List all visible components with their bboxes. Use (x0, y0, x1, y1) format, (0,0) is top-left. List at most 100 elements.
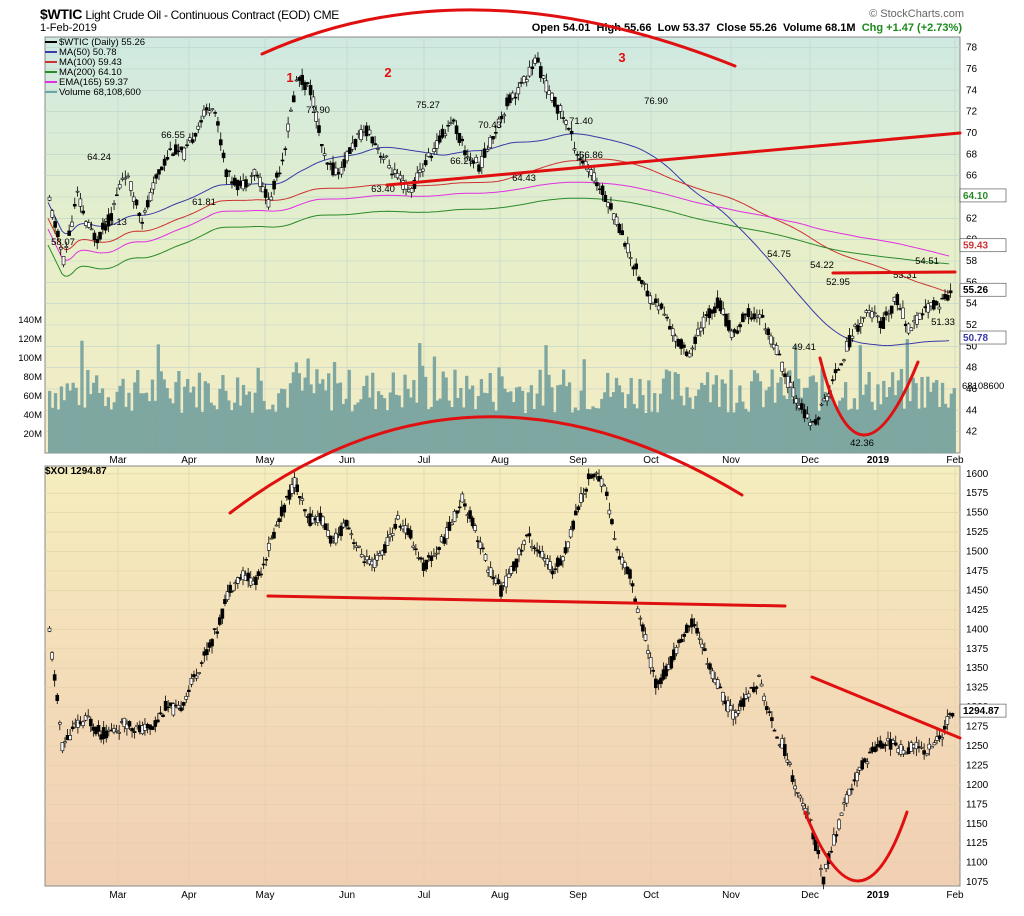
candle-body (672, 649, 676, 660)
candle-body (210, 639, 214, 647)
candle-body (932, 742, 937, 746)
volume-bar (168, 398, 172, 453)
candle-body (795, 792, 800, 794)
volume-bar (56, 409, 61, 453)
candle-body (254, 576, 258, 585)
volume-bar (864, 384, 868, 453)
volume-bar (177, 370, 181, 453)
candle-body (860, 760, 865, 770)
candle-body (488, 567, 493, 577)
candle-body (192, 674, 196, 678)
volume-bar (332, 361, 337, 453)
candle-body (646, 650, 650, 654)
price-annotation: 64.24 (87, 152, 111, 163)
volume-bar (588, 409, 592, 453)
y-tick-label: 1225 (966, 760, 989, 771)
candle-body (934, 301, 939, 306)
candle-body (926, 303, 930, 313)
volume-bar (50, 407, 55, 453)
volume-bar (441, 371, 445, 453)
candle-body (117, 184, 122, 189)
x-tick-label: Jun (339, 890, 355, 901)
volume-bar (215, 409, 219, 453)
candle-body (847, 335, 852, 348)
candle-body (460, 493, 465, 503)
volume-bar (83, 407, 87, 453)
candle-body (345, 151, 349, 162)
volume-bar (582, 359, 586, 453)
candle-body (774, 345, 779, 355)
instrument-name: Light Crude Oil - Continuous Contract (E… (85, 8, 310, 22)
candle-body (746, 693, 751, 698)
candle-body (81, 721, 85, 726)
candle-body (816, 417, 821, 420)
candle-body (558, 558, 563, 566)
volume-bar (438, 398, 442, 453)
volume-bar (503, 388, 507, 453)
candle-body (246, 572, 250, 582)
volume-bar (415, 402, 419, 453)
candle-body (55, 694, 60, 701)
candle-body (829, 850, 834, 853)
candle-body (322, 153, 327, 156)
volume-bar (426, 409, 431, 453)
candle-body (865, 761, 870, 765)
legend-label: $WTIC (Daily) 55.26 (59, 37, 146, 48)
volume-bar (127, 392, 131, 453)
volume-bar (456, 397, 460, 453)
candle-body (502, 114, 507, 117)
ohlc-readout: Open 54.01 High 55.66 Low 53.37 Close 55… (532, 22, 962, 34)
volume-bar (937, 406, 942, 453)
volume-bar (371, 372, 375, 453)
candle-body (504, 575, 508, 588)
volume-bar (109, 409, 113, 453)
candle-body (780, 361, 784, 372)
candle-body (648, 295, 653, 304)
volume-bar (277, 393, 281, 453)
candle-body (508, 94, 512, 104)
volume-bar (218, 388, 222, 453)
volume-bar (139, 393, 143, 453)
candle-body (764, 706, 769, 711)
candle-body (759, 683, 764, 687)
candle-body (679, 638, 684, 643)
candle-body (357, 545, 361, 548)
volume-bar (776, 382, 780, 453)
candle-body (196, 125, 201, 130)
candle-body (684, 624, 689, 633)
volume-bar (406, 388, 410, 453)
candle-body (365, 556, 369, 561)
volume-bar (905, 339, 909, 453)
candle-body (346, 527, 351, 530)
candle-body (323, 523, 328, 531)
candle-body (701, 316, 706, 329)
candle-body (174, 144, 178, 155)
candle-body (163, 700, 168, 711)
candle-body (833, 369, 838, 374)
volume-bar (227, 400, 231, 453)
candle-body (530, 546, 534, 549)
y-tick-label: 52 (966, 320, 978, 331)
candle-body (506, 573, 511, 578)
candle-body (446, 124, 450, 127)
chart-title: $WTIC Light Crude Oil - Continuous Contr… (40, 6, 339, 22)
candle-body (682, 633, 686, 637)
low-value: Low 53.37 (657, 22, 711, 34)
candle-body (920, 313, 925, 316)
candle-body (390, 173, 394, 176)
candle-body (884, 311, 888, 316)
volume-bar (92, 382, 96, 453)
volume-bar (835, 406, 839, 453)
volume-bar (723, 383, 727, 453)
volume-bar (747, 411, 751, 453)
candle-body (909, 327, 914, 331)
volume-bar (641, 395, 645, 453)
volume-bar (867, 372, 871, 453)
volume-bar (180, 412, 184, 453)
candle-body (58, 722, 62, 725)
wave-label: 3 (618, 50, 625, 65)
candle-body (604, 491, 609, 497)
candle-body (53, 221, 57, 228)
candle-body (561, 556, 565, 562)
candle-body (61, 256, 66, 266)
